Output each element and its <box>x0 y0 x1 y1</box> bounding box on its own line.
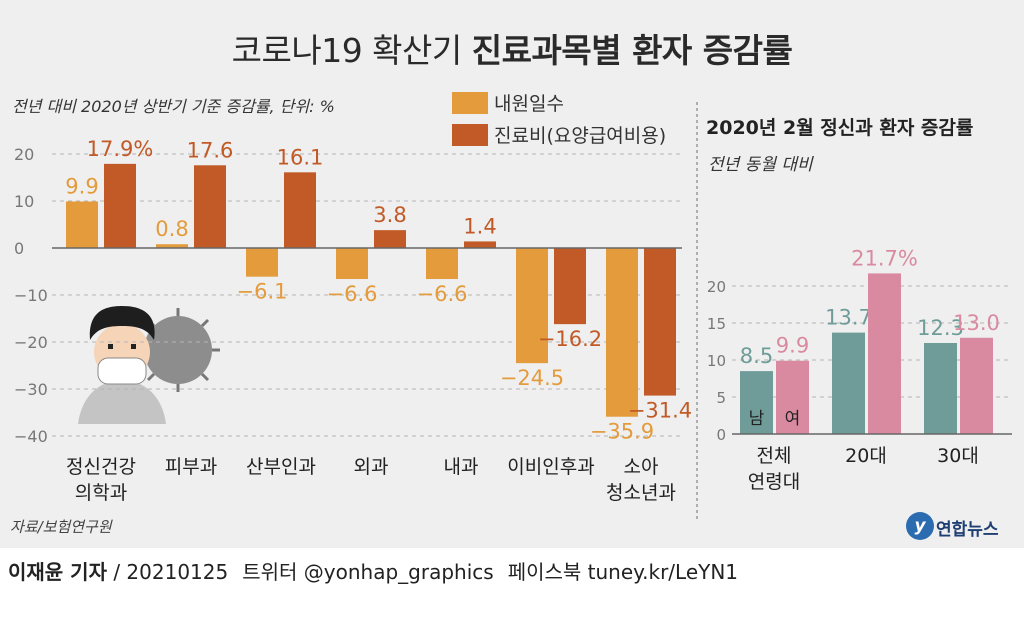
left-data-label: 0.8 <box>155 217 188 241</box>
left-data-label: −24.5 <box>500 366 564 390</box>
left-bar <box>464 241 496 248</box>
left-data-label: −6.6 <box>417 282 468 306</box>
left-data-label: −31.4 <box>628 399 692 423</box>
title-regular: 코로나19 확산기 <box>231 31 463 70</box>
left-y-tick-label: −30 <box>14 380 48 399</box>
left-bar <box>194 165 226 248</box>
left-chart: 전년 대비 2020년 상반기 기준 증감률, 단위: % 20 10 0 −10 −20… <box>10 92 692 536</box>
right-data-label: 13.7 <box>825 306 872 330</box>
left-y-tick-label: −40 <box>14 427 48 446</box>
right-data-label: 8.5 <box>740 344 773 368</box>
person-hair <box>89 306 155 340</box>
yonhap-logo-mark: y <box>906 512 934 540</box>
virus-icon <box>144 316 212 384</box>
left-data-label: 9.9 <box>65 174 98 198</box>
person-body <box>78 380 166 424</box>
right-bar <box>776 360 809 434</box>
right-data-label: 13.0 <box>953 311 1000 335</box>
left-bar <box>336 248 368 280</box>
left-data-label: −16.2 <box>538 327 602 351</box>
left-bar <box>374 230 406 248</box>
right-category-label: 전체 <box>757 445 792 467</box>
right-category-label: 30대 <box>937 445 979 467</box>
right-series-inbar-label: 남 <box>749 409 765 429</box>
right-y-tick-label: 20 <box>707 278 726 296</box>
person-eye-right <box>131 344 136 349</box>
left-category-label: 피부과 <box>165 456 217 478</box>
left-bar <box>516 248 548 364</box>
left-data-label: 1.4 <box>463 214 496 238</box>
right-category-label: 20대 <box>845 445 887 467</box>
left-data-label: −6.1 <box>237 280 288 304</box>
left-legend-label: 내원일수 <box>494 93 564 115</box>
left-data-label: −6.6 <box>327 282 378 306</box>
right-data-label: 9.9 <box>776 334 809 358</box>
left-data-label: −35.9 <box>590 420 654 444</box>
left-bar <box>66 201 98 248</box>
face-mask-icon <box>97 357 147 385</box>
page-title: 코로나19 확산기 진료과목별 환자 증감률 <box>0 24 1024 72</box>
reporter-name: 이재윤 기자 <box>8 560 107 584</box>
left-chart-subtitle: 전년 대비 2020년 상반기 기준 증감률, 단위: % <box>12 97 335 116</box>
chart-panel-background <box>0 0 1024 548</box>
left-legend-label: 진료비(요양급여비용) <box>494 125 666 147</box>
left-bar <box>156 244 188 248</box>
right-series-inbar-label: 여 <box>785 409 801 429</box>
right-bar <box>740 371 773 434</box>
right-bar <box>868 273 901 434</box>
left-y-tick-label: −20 <box>14 333 48 352</box>
left-y-tick-label: 20 <box>14 145 34 164</box>
right-y-tick-label: 10 <box>707 352 726 370</box>
right-category-label: 연령대 <box>748 471 800 493</box>
publish-date: / 20210125 <box>113 560 229 584</box>
right-bar <box>832 332 865 434</box>
left-category-label: 청소년과 <box>606 482 676 504</box>
twitter-handle: 트위터 @yonhap_graphics <box>242 560 494 584</box>
facebook-link: 페이스북 tuney.kr/LeYN1 <box>507 560 739 584</box>
left-category-label: 내과 <box>444 456 479 478</box>
left-category-label: 이비인후과 <box>507 456 594 478</box>
left-bar <box>104 163 136 248</box>
left-data-label: 17.9% <box>87 137 154 161</box>
right-y-tick-label: 0 <box>716 426 726 444</box>
credit-line: 이재윤 기자 / 20210125 트위터 @yonhap_graphics 페이스… <box>8 556 738 585</box>
yonhap-logo-text: 연합뉴스 <box>936 520 999 540</box>
left-category-label: 의학과 <box>75 482 127 504</box>
person-eye-left <box>108 344 113 349</box>
left-bar <box>644 248 676 396</box>
left-legend-swatch <box>452 124 488 146</box>
left-data-label: 3.8 <box>373 203 406 227</box>
left-category-label: 외과 <box>354 456 389 478</box>
left-y-tick-label: 10 <box>14 192 34 211</box>
left-category-label: 산부인과 <box>246 456 316 478</box>
left-y-tick-label: 0 <box>14 239 24 258</box>
left-legend-swatch <box>452 92 488 114</box>
title-bold: 진료과목별 환자 증감률 <box>471 31 793 70</box>
right-y-tick-label: 5 <box>716 389 726 407</box>
yonhap-logo: y 연합뉴스 <box>906 512 1018 542</box>
right-bar <box>960 337 993 434</box>
left-category-label: 정신건강 <box>66 456 136 478</box>
left-category-label: 소아 <box>624 456 659 478</box>
right-bar <box>924 342 957 434</box>
right-data-label: 12.3 <box>917 316 964 340</box>
left-bar <box>606 248 638 417</box>
left-bar <box>554 248 586 325</box>
right-chart-subtitle: 전년 동월 대비 <box>708 155 814 175</box>
left-data-label: 16.1 <box>277 145 324 169</box>
left-y-tick-label: −10 <box>14 286 48 305</box>
right-data-label: 21.7% <box>851 246 918 270</box>
left-bar <box>246 248 278 277</box>
charts-svg: 전년 대비 2020년 상반기 기준 증감률, 단위: % 20 10 0 −10 −20… <box>10 92 1012 536</box>
right-y-tick-label: 15 <box>707 315 726 333</box>
left-data-label: 17.6 <box>187 138 234 162</box>
left-bar <box>426 248 458 280</box>
right-chart-title: 2020년 2월 정신과 환자 증감률 <box>706 117 973 139</box>
left-bar <box>284 172 316 248</box>
patient-illustration <box>78 306 220 424</box>
source-note: 자료/보험연구원 <box>10 518 113 536</box>
